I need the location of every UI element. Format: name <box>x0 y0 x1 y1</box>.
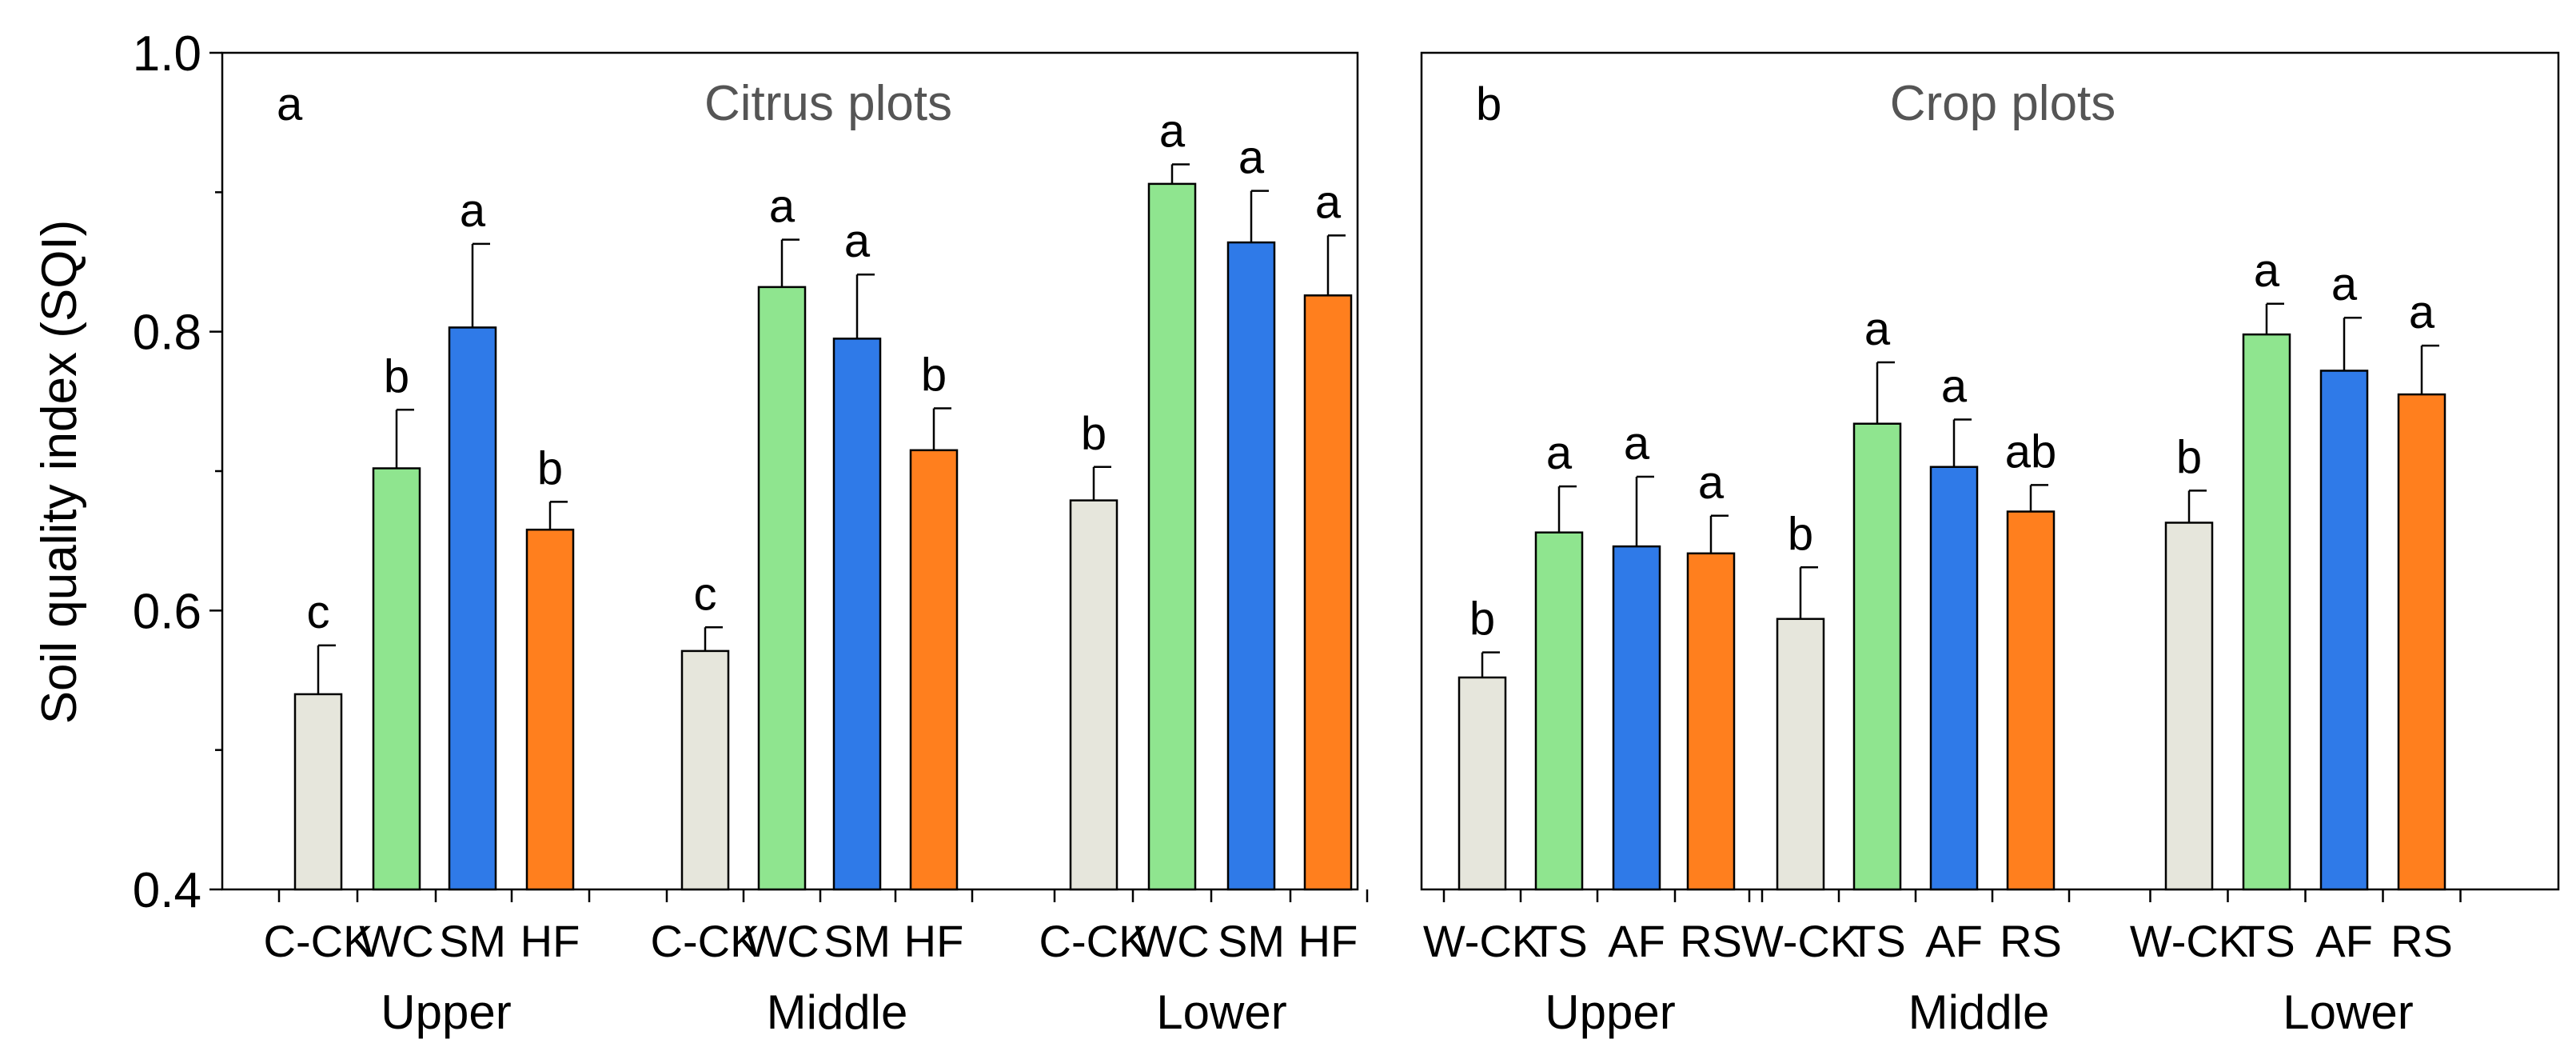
significance-letter: b <box>1469 593 1495 645</box>
bar <box>2319 370 2369 891</box>
bar <box>680 649 730 891</box>
category-label: TS <box>2238 916 2295 966</box>
bar <box>1686 552 1736 891</box>
significance-letter: a <box>2409 286 2435 338</box>
panel-title: Citrus plots <box>704 76 952 131</box>
category-label: WC <box>359 916 433 966</box>
category-label: C-CK <box>651 916 760 966</box>
category-label: W-CK <box>2130 916 2248 966</box>
y-tick-label: 0.6 <box>133 584 201 639</box>
category-label: HF <box>520 916 580 966</box>
bar <box>832 338 882 891</box>
group-label: Upper <box>1545 985 1675 1039</box>
bar <box>757 286 807 891</box>
significance-letter: a <box>460 185 486 237</box>
group-label: Middle <box>1908 985 2050 1039</box>
category-label: SM <box>439 916 506 966</box>
significance-letter: a <box>1315 176 1342 228</box>
significance-letter: ab <box>2005 426 2057 478</box>
category-label: HF <box>904 916 964 966</box>
panel-title: Crop plots <box>1890 76 2116 131</box>
category-label: W-CK <box>1741 916 1860 966</box>
category-label: TS <box>1848 916 1906 966</box>
bar <box>2242 333 2291 891</box>
category-label: W-CK <box>1423 916 1541 966</box>
group-label: Lower <box>2283 985 2413 1039</box>
bar <box>1069 499 1119 891</box>
significance-letter: a <box>2254 245 2280 297</box>
category-label: SM <box>1218 916 1285 966</box>
bar <box>1534 531 1584 891</box>
category-label: RS <box>1680 916 1742 966</box>
category-label: AF <box>1608 916 1665 966</box>
bar <box>909 449 959 891</box>
bar <box>2006 510 2056 891</box>
significance-letter: a <box>1159 105 1186 157</box>
significance-letter: b <box>2176 431 2202 483</box>
significance-letter: c <box>694 568 717 620</box>
bar <box>448 326 497 891</box>
significance-letter: a <box>1546 427 1573 479</box>
y-axis-label: Soil quality index (SQI) <box>32 220 87 725</box>
significance-letter: a <box>1624 418 1650 470</box>
significance-letter: a <box>769 181 796 233</box>
category-label: C-CK <box>1039 916 1149 966</box>
category-label: C-CK <box>264 916 373 966</box>
significance-letter: a <box>1238 132 1265 184</box>
bar <box>293 693 343 891</box>
significance-letter: a <box>1698 457 1725 509</box>
bar <box>1852 422 1902 891</box>
panel-label: a <box>277 78 303 130</box>
significance-letter: a <box>1941 360 1968 412</box>
category-label: AF <box>2315 916 2373 966</box>
significance-letter: a <box>1864 303 1891 355</box>
category-label: HF <box>1298 916 1358 966</box>
panel-label: b <box>1476 78 1501 130</box>
bar <box>1776 617 1825 891</box>
bar <box>2164 522 2214 891</box>
significance-letter: b <box>537 442 563 494</box>
significance-letter: a <box>844 215 871 267</box>
group-label: Upper <box>381 985 511 1039</box>
significance-letter: b <box>384 350 409 402</box>
significance-letter: b <box>1788 508 1813 560</box>
bar <box>1226 241 1276 891</box>
plot-frame <box>1420 51 2560 891</box>
category-label: WC <box>1134 916 1209 966</box>
y-tick-label: 0.4 <box>133 863 201 918</box>
group-label: Middle <box>767 985 908 1039</box>
category-label: RS <box>2391 916 2453 966</box>
category-label: AF <box>1925 916 1983 966</box>
group-label: Lower <box>1156 985 1286 1039</box>
bar <box>1612 545 1661 891</box>
category-label: TS <box>1530 916 1588 966</box>
category-label: WC <box>744 916 819 966</box>
bar <box>1929 466 1979 891</box>
significance-letter: a <box>2331 258 2358 310</box>
bar <box>2397 393 2446 891</box>
significance-letter: b <box>1081 408 1107 460</box>
significance-letter: c <box>307 586 330 638</box>
significance-letter: b <box>921 350 947 402</box>
bar <box>1457 676 1507 891</box>
category-label: SM <box>823 916 891 966</box>
y-tick-label: 0.8 <box>133 306 201 361</box>
bar <box>372 467 421 891</box>
bar <box>1147 182 1197 891</box>
bar <box>1303 294 1353 891</box>
bar <box>525 528 575 891</box>
category-label: RS <box>2000 916 2062 966</box>
y-tick-label: 1.0 <box>133 26 201 82</box>
